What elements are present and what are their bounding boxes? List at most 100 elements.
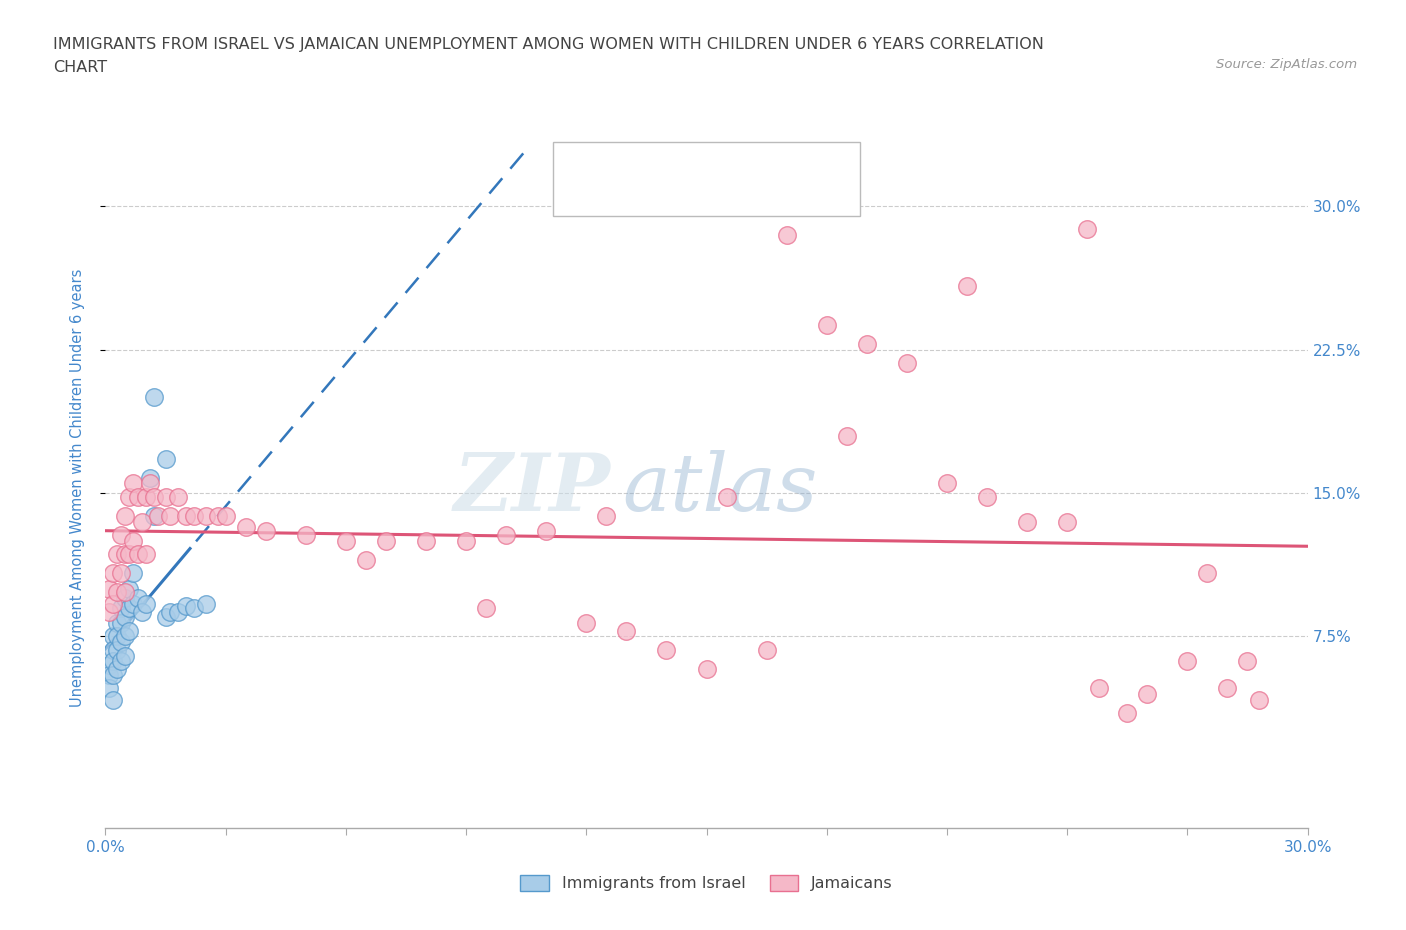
Point xyxy=(956,279,979,294)
Point xyxy=(1177,654,1199,669)
Point xyxy=(616,623,638,638)
Point xyxy=(114,509,136,524)
Point xyxy=(776,228,799,243)
Point xyxy=(475,601,498,616)
Point xyxy=(122,596,145,611)
Point xyxy=(118,623,141,638)
Point xyxy=(107,547,129,562)
Point xyxy=(107,629,129,644)
Point xyxy=(575,616,598,631)
Point xyxy=(207,509,229,524)
Point xyxy=(103,692,125,707)
Point xyxy=(755,643,778,658)
Point xyxy=(127,591,149,605)
Text: IMMIGRANTS FROM ISRAEL VS JAMAICAN UNEMPLOYMENT AMONG WOMEN WITH CHILDREN UNDER : IMMIGRANTS FROM ISRAEL VS JAMAICAN UNEMP… xyxy=(53,37,1045,52)
Point xyxy=(1076,221,1098,236)
Text: CHART: CHART xyxy=(53,60,107,75)
Point xyxy=(976,489,998,504)
Point xyxy=(896,355,918,370)
Point xyxy=(534,524,557,538)
Point xyxy=(159,509,181,524)
Point xyxy=(103,643,125,658)
Point xyxy=(118,489,141,504)
Point xyxy=(166,604,188,619)
Point xyxy=(118,581,141,596)
Legend: Immigrants from Israel, Jamaicans: Immigrants from Israel, Jamaicans xyxy=(515,869,898,897)
Point xyxy=(118,601,141,616)
Point xyxy=(98,667,121,682)
Text: 0.137: 0.137 xyxy=(657,191,707,206)
Point xyxy=(142,509,165,524)
Point xyxy=(114,610,136,625)
Point xyxy=(98,681,121,696)
Text: 38: 38 xyxy=(761,149,783,164)
Point xyxy=(495,527,517,542)
Point xyxy=(254,524,277,538)
Point xyxy=(696,661,718,676)
Point xyxy=(107,643,129,658)
Point xyxy=(1017,514,1039,529)
Point xyxy=(295,527,318,542)
Point xyxy=(155,489,177,504)
Point xyxy=(114,585,136,600)
Point xyxy=(1236,654,1258,669)
Point xyxy=(122,476,145,491)
Point xyxy=(142,489,165,504)
Point xyxy=(135,489,157,504)
Point xyxy=(127,547,149,562)
Point xyxy=(214,509,236,524)
Point xyxy=(166,489,188,504)
Text: Source: ZipAtlas.com: Source: ZipAtlas.com xyxy=(1216,58,1357,71)
Point xyxy=(1249,692,1271,707)
Point xyxy=(122,566,145,581)
Point xyxy=(103,566,125,581)
Point xyxy=(1056,514,1078,529)
Point xyxy=(135,547,157,562)
Point xyxy=(1088,681,1111,696)
Point xyxy=(174,598,197,613)
Point xyxy=(155,610,177,625)
Point xyxy=(114,547,136,562)
Point xyxy=(1197,566,1219,581)
Text: 68: 68 xyxy=(761,191,783,206)
Point xyxy=(131,514,153,529)
Point xyxy=(835,428,858,443)
Point xyxy=(155,451,177,466)
Point xyxy=(374,534,398,549)
Point xyxy=(110,601,132,616)
Point xyxy=(118,547,141,562)
FancyBboxPatch shape xyxy=(567,148,598,165)
Point xyxy=(1116,706,1139,721)
Point xyxy=(103,667,125,682)
Point xyxy=(98,604,121,619)
Point xyxy=(235,520,257,535)
Point xyxy=(127,489,149,504)
Point xyxy=(135,596,157,611)
Point xyxy=(815,317,838,332)
Point xyxy=(110,566,132,581)
Point xyxy=(114,629,136,644)
Point xyxy=(138,476,160,491)
Point xyxy=(595,509,617,524)
Point xyxy=(183,601,205,616)
Point xyxy=(716,489,738,504)
Text: N =: N = xyxy=(704,191,755,206)
Point xyxy=(110,654,132,669)
Text: ZIP: ZIP xyxy=(454,449,610,527)
Point xyxy=(107,616,129,631)
Point xyxy=(1136,686,1159,701)
Point xyxy=(335,534,357,549)
Point xyxy=(103,596,125,611)
Y-axis label: Unemployment Among Women with Children Under 6 years: Unemployment Among Women with Children U… xyxy=(70,269,84,708)
Point xyxy=(103,629,125,644)
Text: N =: N = xyxy=(704,149,755,164)
Point xyxy=(107,661,129,676)
Point xyxy=(159,604,181,619)
FancyBboxPatch shape xyxy=(567,190,598,206)
Text: 0.028: 0.028 xyxy=(657,149,707,164)
Point xyxy=(131,604,153,619)
Point xyxy=(454,534,477,549)
Text: R =: R = xyxy=(609,149,644,164)
Point xyxy=(107,585,129,600)
Point xyxy=(415,534,437,549)
